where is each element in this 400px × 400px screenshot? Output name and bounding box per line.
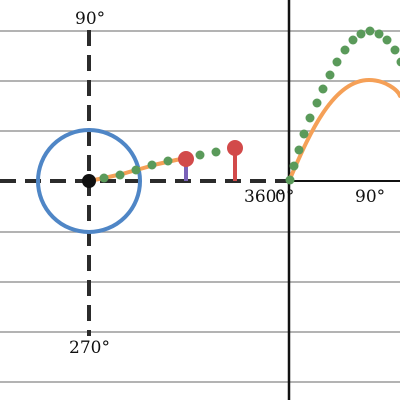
dot <box>289 161 299 171</box>
label-90-top: 90° <box>75 9 105 29</box>
dot <box>318 84 328 94</box>
label-360: 360° <box>244 187 285 207</box>
dot <box>382 35 392 45</box>
dot <box>390 45 400 55</box>
dot <box>294 145 304 155</box>
grid-lines <box>0 30 400 383</box>
dot <box>365 26 375 36</box>
dot <box>131 165 141 175</box>
dot <box>348 35 358 45</box>
dot <box>340 45 350 55</box>
dot <box>211 147 221 157</box>
dot <box>195 150 205 160</box>
dot <box>115 170 125 180</box>
dot <box>332 57 342 67</box>
dot <box>147 160 157 170</box>
dot <box>356 29 366 39</box>
dot <box>396 57 400 67</box>
point-marker-2 <box>227 140 243 156</box>
dot <box>163 156 173 166</box>
center-point <box>82 174 96 188</box>
label-90-right: 90° <box>355 187 385 207</box>
dot <box>374 29 384 39</box>
dot <box>99 173 109 183</box>
dot <box>299 129 309 139</box>
dot <box>305 113 315 123</box>
right-dotted-curve <box>285 26 400 185</box>
point-marker-1 <box>178 151 194 167</box>
unit-circle <box>36 128 142 234</box>
dot <box>285 175 295 185</box>
dot <box>325 70 335 80</box>
label-270-bottom: 270° <box>69 338 110 358</box>
label-0: 0° <box>275 187 294 207</box>
dot <box>312 98 322 108</box>
